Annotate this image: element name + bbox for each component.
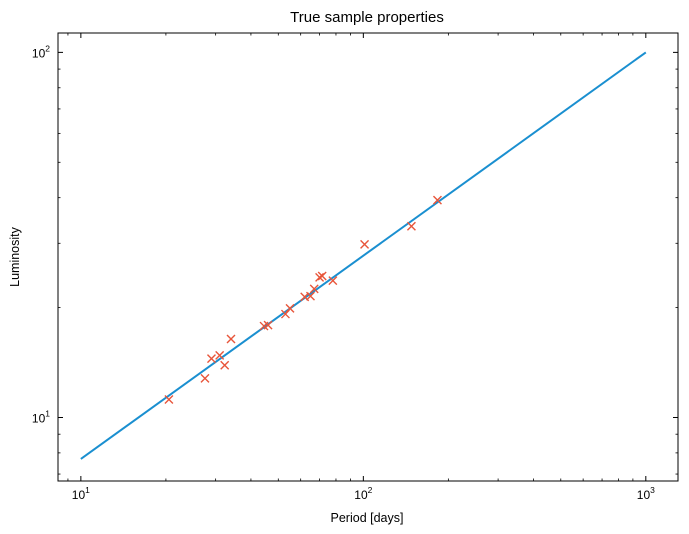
chart-title: True sample properties: [290, 9, 444, 26]
plot-area-frame: [57, 32, 679, 482]
data-point-marker: [432, 195, 442, 205]
data-point-marker: [220, 360, 230, 370]
data-point-marker: [285, 303, 295, 313]
data-point-marker: [305, 291, 315, 301]
data-point-marker: [317, 271, 327, 281]
x-tick-label: 101: [72, 485, 90, 502]
y-axis-label: Luminosity: [8, 226, 22, 286]
data-layer: [80, 51, 647, 460]
y-tick-label: 102: [32, 43, 50, 60]
data-point-marker: [206, 354, 216, 364]
data-point-marker: [315, 272, 325, 282]
y-tick-label: 101: [32, 408, 50, 425]
data-point-marker: [263, 320, 273, 330]
data-point-marker: [309, 284, 319, 294]
data-point-marker: [164, 395, 174, 405]
major-ticks: 101 102 103 101 102: [32, 33, 678, 502]
data-point-marker: [280, 309, 290, 319]
data-point-marker: [226, 334, 236, 344]
data-point-marker: [215, 350, 225, 360]
fit-line: [80, 51, 647, 460]
minor-ticks: [58, 33, 678, 481]
data-point-marker: [406, 221, 416, 231]
x-tick-label: 103: [637, 485, 655, 502]
data-point-marker: [200, 373, 210, 383]
data-point-marker: [360, 239, 370, 249]
data-point-marker: [328, 276, 338, 286]
x-axis-label: Period [days]: [331, 511, 404, 525]
x-tick-label: 102: [354, 485, 372, 502]
